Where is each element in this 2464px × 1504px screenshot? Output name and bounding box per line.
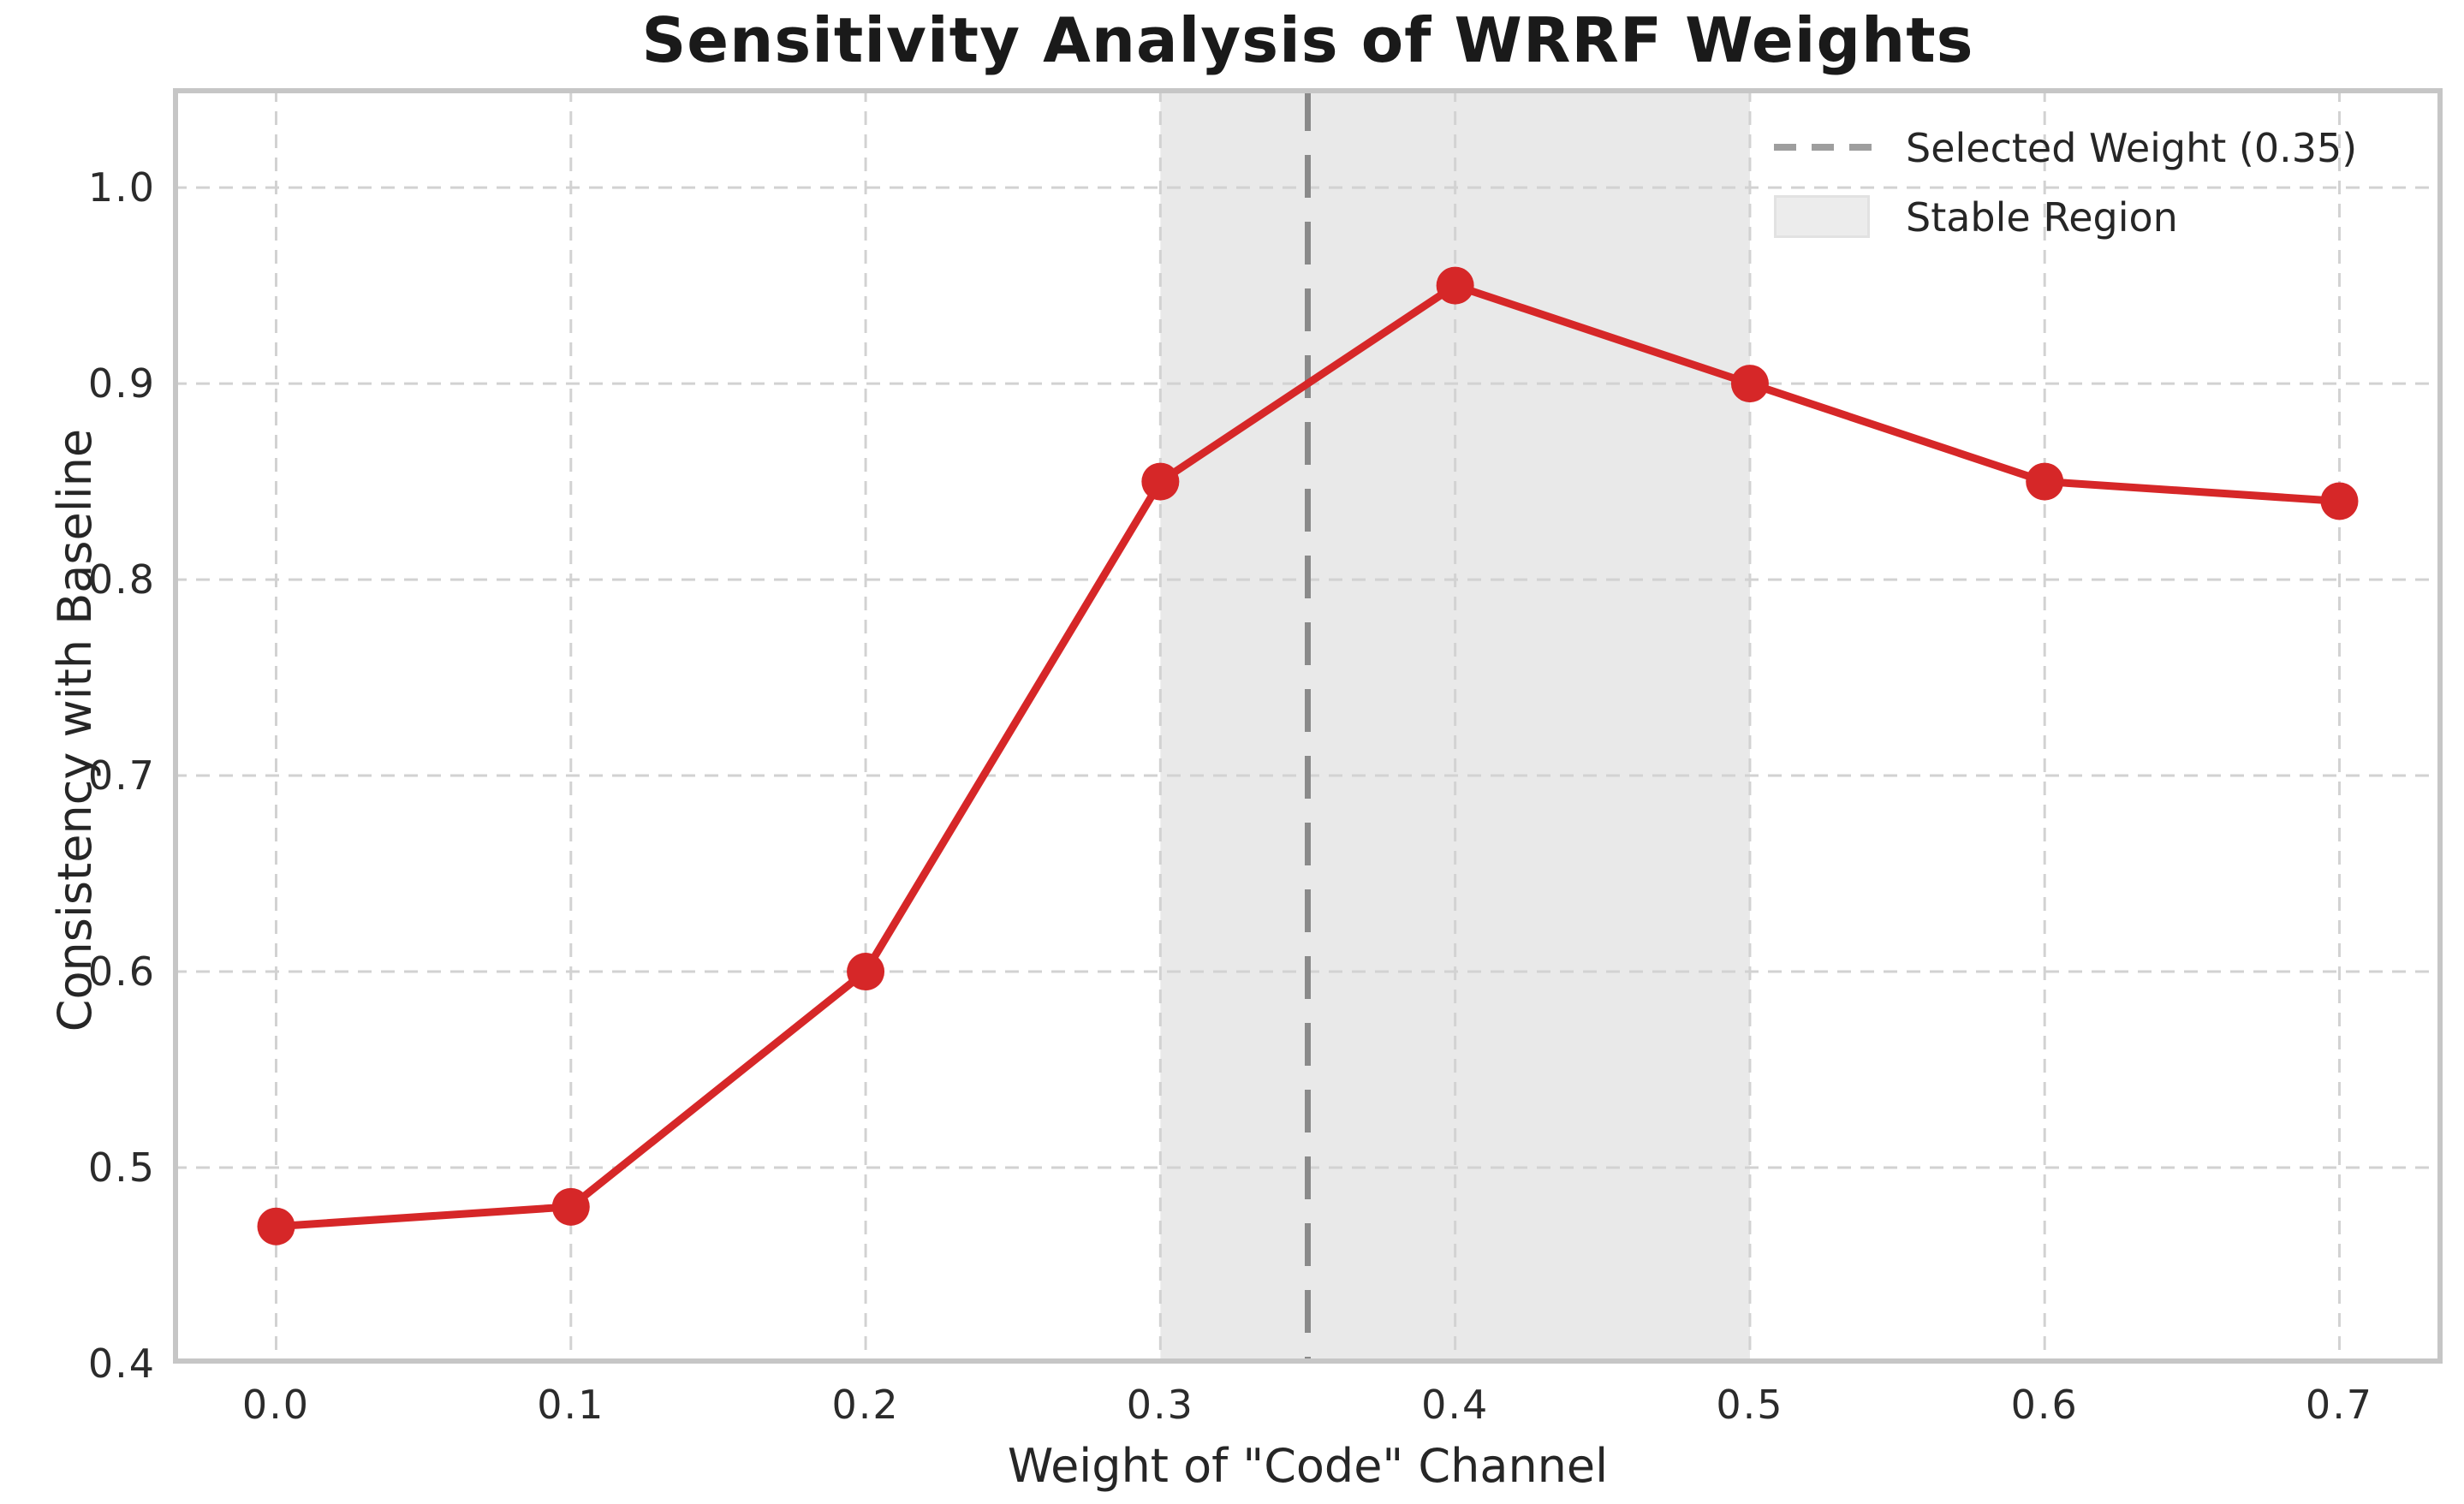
x-tick-label: 0.7	[2305, 1382, 2374, 1428]
y-tick-label: 0.6	[87, 948, 156, 996]
x-tick-label: 0.0	[241, 1382, 311, 1428]
chart-title: Sensitivity Analysis of WRRF Weights	[641, 4, 1974, 76]
data-point-marker	[847, 953, 885, 991]
x-tick-label: 0.4	[1421, 1382, 1490, 1428]
legend-label-selected-weight: Selected Weight (0.35)	[1906, 125, 2358, 171]
legend-label-stable-region: Stable Region	[1906, 194, 2178, 241]
x-axis-label: Weight of "Code" Channel	[1007, 1439, 1609, 1493]
y-tick-label: 0.9	[87, 360, 156, 407]
x-tick-label: 0.2	[831, 1382, 900, 1428]
data-point-marker	[2026, 462, 2064, 501]
y-axis-label: Consistency with Baseline	[48, 428, 102, 1032]
x-tick-label: 0.1	[537, 1382, 605, 1428]
x-tick-label: 0.6	[2010, 1382, 2079, 1428]
y-tick-label: 0.7	[87, 752, 156, 800]
plot-area	[173, 88, 2443, 1364]
data-point-marker	[551, 1187, 590, 1226]
consistency-line	[272, 282, 2343, 1231]
x-tick-label: 0.3	[1126, 1382, 1194, 1428]
plot-spines	[173, 88, 2443, 1364]
data-point-marker	[257, 1207, 295, 1245]
stable-region-patch-sample	[1774, 195, 1870, 238]
y-tick-label: 0.5	[87, 1144, 156, 1192]
data-point-marker	[1730, 365, 1769, 403]
x-tick-label: 0.5	[1716, 1382, 1784, 1428]
data-point-marker	[1436, 266, 1474, 305]
selected-weight-line-sample	[1774, 144, 1872, 151]
y-tick-label: 0.8	[87, 556, 156, 603]
chart-canvas	[173, 88, 2443, 1364]
data-point-marker	[2320, 482, 2359, 520]
y-tick-label: 0.4	[87, 1341, 156, 1387]
data-point-marker	[1141, 462, 1180, 501]
y-tick-label: 1.0	[87, 164, 156, 211]
